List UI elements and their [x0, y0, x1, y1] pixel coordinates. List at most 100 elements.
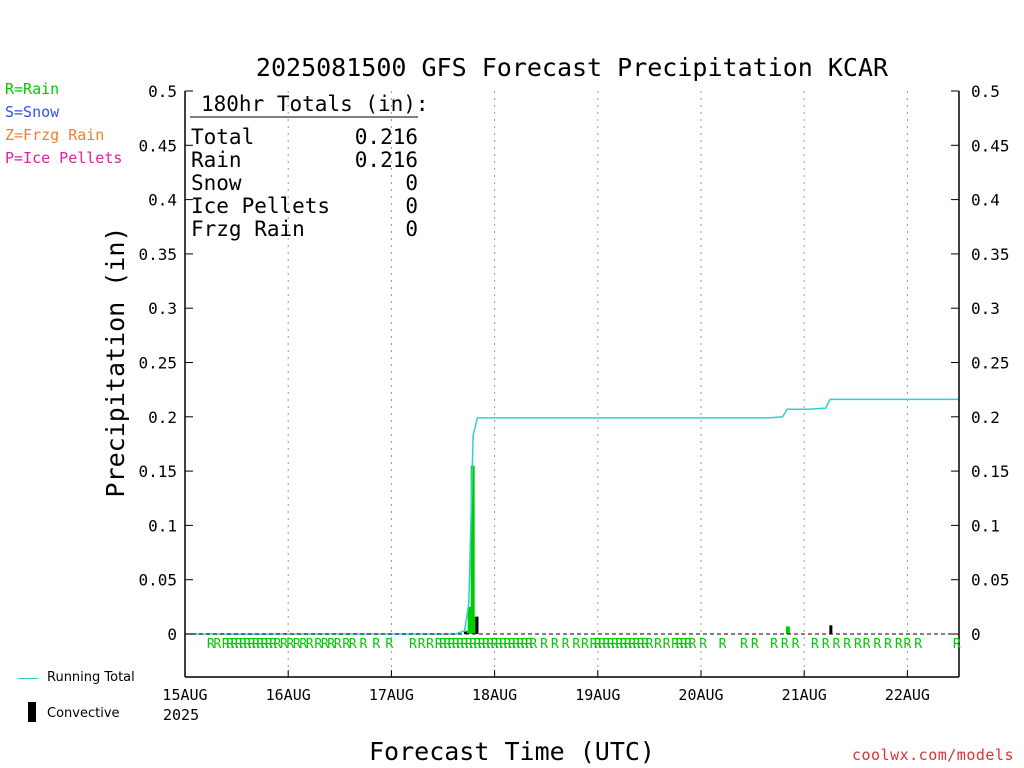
ptype-marker: R	[637, 637, 645, 652]
ptype-marker: R	[235, 637, 243, 652]
totals-row-value: 0	[405, 194, 418, 218]
ptype-marker: R	[299, 637, 307, 652]
ptype-marker: R	[914, 637, 922, 652]
ptype-marker: R	[676, 637, 684, 652]
convective-legend-swatch	[28, 702, 36, 722]
ptype-marker: R	[792, 637, 800, 652]
ptype-marker: R	[222, 637, 230, 652]
ptype-marker: R	[811, 637, 819, 652]
y-tick-label-right: 0.5	[971, 82, 1000, 101]
y-tick-label-right: 0.15	[971, 462, 1010, 481]
ptype-marker: R	[516, 637, 524, 652]
x-tick-label: 15AUG	[162, 686, 207, 704]
ptype-marker: R	[581, 637, 589, 652]
ptype-marker: R	[426, 637, 434, 652]
ptype-marker: R	[231, 637, 239, 652]
y-tick-label: 0.35	[138, 245, 177, 264]
x-tick-label: 20AUG	[678, 686, 723, 704]
ptype-marker: R	[448, 637, 456, 652]
running-total-legend-line	[18, 678, 38, 679]
ptype-marker: R	[456, 637, 464, 652]
ptype-marker: R	[452, 637, 460, 652]
ptype-marker: R	[269, 637, 277, 652]
totals-row-value: 0.216	[355, 125, 418, 149]
ptype-marker: R	[572, 637, 580, 652]
convective-bar	[829, 625, 833, 634]
y-tick-label: 0	[167, 625, 177, 644]
ptype-marker: R	[863, 637, 871, 652]
ptype-marker: R	[286, 637, 294, 652]
ptype-marker: R	[521, 637, 529, 652]
ptype-marker: R	[781, 637, 789, 652]
x-tick-label: 21AUG	[782, 686, 827, 704]
ptype-marker: R	[499, 637, 507, 652]
ptype-marker: R	[243, 637, 251, 652]
ptype-marker: R	[213, 637, 221, 652]
precip-bar	[785, 626, 790, 634]
running-total-series	[185, 398, 959, 635]
x-tick-label: 18AUG	[472, 686, 517, 704]
ptype-marker: R	[439, 637, 447, 652]
ptype-marker: R	[615, 637, 623, 652]
ptype-marker: R	[551, 637, 559, 652]
ptype-marker: R	[491, 637, 499, 652]
ptype-marker: R	[594, 637, 602, 652]
ptype-marker: R	[529, 637, 537, 652]
ptype-marker: R	[684, 637, 692, 652]
ptype-marker: R	[334, 637, 342, 652]
ptype-marker: R	[508, 637, 516, 652]
ptype-marker: R	[256, 637, 264, 652]
ptype-marker: R	[261, 637, 269, 652]
y-tick-label-right: 0.2	[971, 408, 1000, 427]
y-tick-label-right: 0.25	[971, 354, 1010, 373]
ptype-marker: R	[895, 637, 903, 652]
totals-row-value: 0	[405, 171, 418, 195]
ptype-marker: R	[699, 637, 707, 652]
totals-row-label: Snow	[191, 171, 242, 195]
ptype-marker: R	[512, 637, 520, 652]
ptype-marker: R	[327, 637, 335, 652]
ptype-marker: R	[654, 637, 662, 652]
ptype-marker: R	[671, 637, 679, 652]
ptype-marker: R	[465, 637, 473, 652]
totals-row-label: Frzg Rain	[191, 217, 305, 241]
credit-text: coolwx.com/models	[851, 746, 1014, 764]
ptype-marker: R	[252, 637, 260, 652]
ptype-marker: R	[602, 637, 610, 652]
y-tick-label: 0.5	[148, 82, 177, 101]
precip-bars	[464, 465, 790, 634]
ptype-marker: R	[473, 637, 481, 652]
x-tick-label: 17AUG	[369, 686, 414, 704]
ptype-marker: R	[360, 637, 368, 652]
y-tick-label-right: 0	[971, 625, 981, 644]
precip-bar	[467, 606, 472, 634]
legend-snow: S=Snow	[5, 103, 60, 121]
legend-ice-pellets: P=Ice Pellets	[5, 149, 123, 167]
ptype-marker: R	[633, 637, 641, 652]
precip-bar	[470, 465, 475, 634]
y-tick-label-right: 0.35	[971, 245, 1010, 264]
ptype-marker: R	[770, 637, 778, 652]
y-tick-label: 0.05	[138, 571, 177, 590]
convective-bar	[463, 631, 467, 634]
ptype-marker: R	[645, 637, 653, 652]
y-tick-label: 0.3	[148, 299, 177, 318]
ptype-marker: R	[598, 637, 606, 652]
ptype-marker: R	[478, 637, 486, 652]
ptype-marker: R	[486, 637, 494, 652]
y-tick-label-right: 0.1	[971, 516, 1000, 535]
ptype-marker: R	[248, 637, 256, 652]
legend-rain: R=Rain	[5, 80, 60, 98]
ptype-marker: R	[207, 637, 215, 652]
ptype-marker: R	[482, 637, 490, 652]
ptype-marker: R	[418, 637, 426, 652]
ptype-marker: R	[719, 637, 727, 652]
x-tick-label: 22AUG	[885, 686, 930, 704]
ptype-marker: R	[562, 637, 570, 652]
ptype-marker: R	[342, 637, 350, 652]
ptype-marker: R	[469, 637, 477, 652]
y-tick-label-right: 0.05	[971, 571, 1010, 590]
ptype-marker: R	[740, 637, 748, 652]
ptype-marker: R	[495, 637, 503, 652]
